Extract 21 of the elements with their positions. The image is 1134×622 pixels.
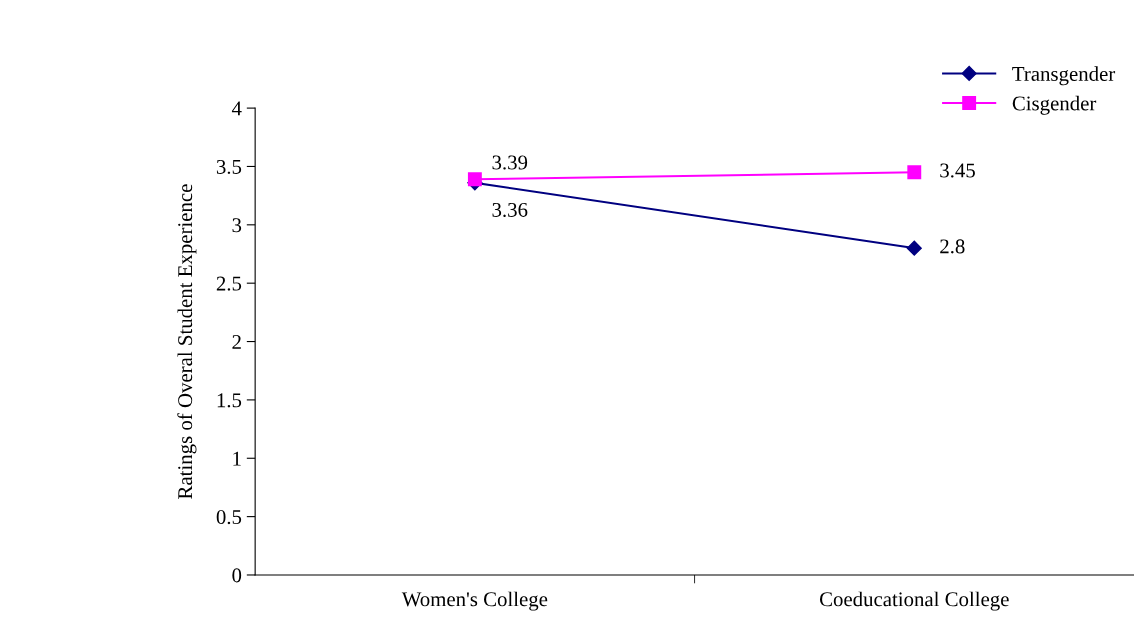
data-label: 3.45 [940,163,975,178]
legend-label: Cisgender [1012,95,1097,115]
y-tick-label: 4 [231,101,242,116]
y-tick-label: 3 [232,218,242,233]
y-tick-label: 2 [232,334,241,349]
point [907,165,922,180]
x-tick-label: Coeducational College [819,591,1009,611]
point [906,240,922,256]
y-tick-label: 2.5 [216,276,242,291]
point [467,172,482,187]
y-axis-title: Ratings of Overal Student Experience [177,184,197,499]
y-tick-label: 1.5 [217,393,242,408]
y-tick-label: 0.5 [216,509,242,525]
y-tick-label: 3.5 [216,159,242,174]
data-label: 3.36 [492,202,528,217]
y-tick-label: 1 [233,451,241,466]
data-label: 3.39 [492,155,528,170]
legend-label: Transgender [1012,66,1116,86]
x-tick-label: Women's College [401,591,548,611]
data-label: 2.8 [940,239,965,254]
y-tick-label: 0 [232,568,242,583]
